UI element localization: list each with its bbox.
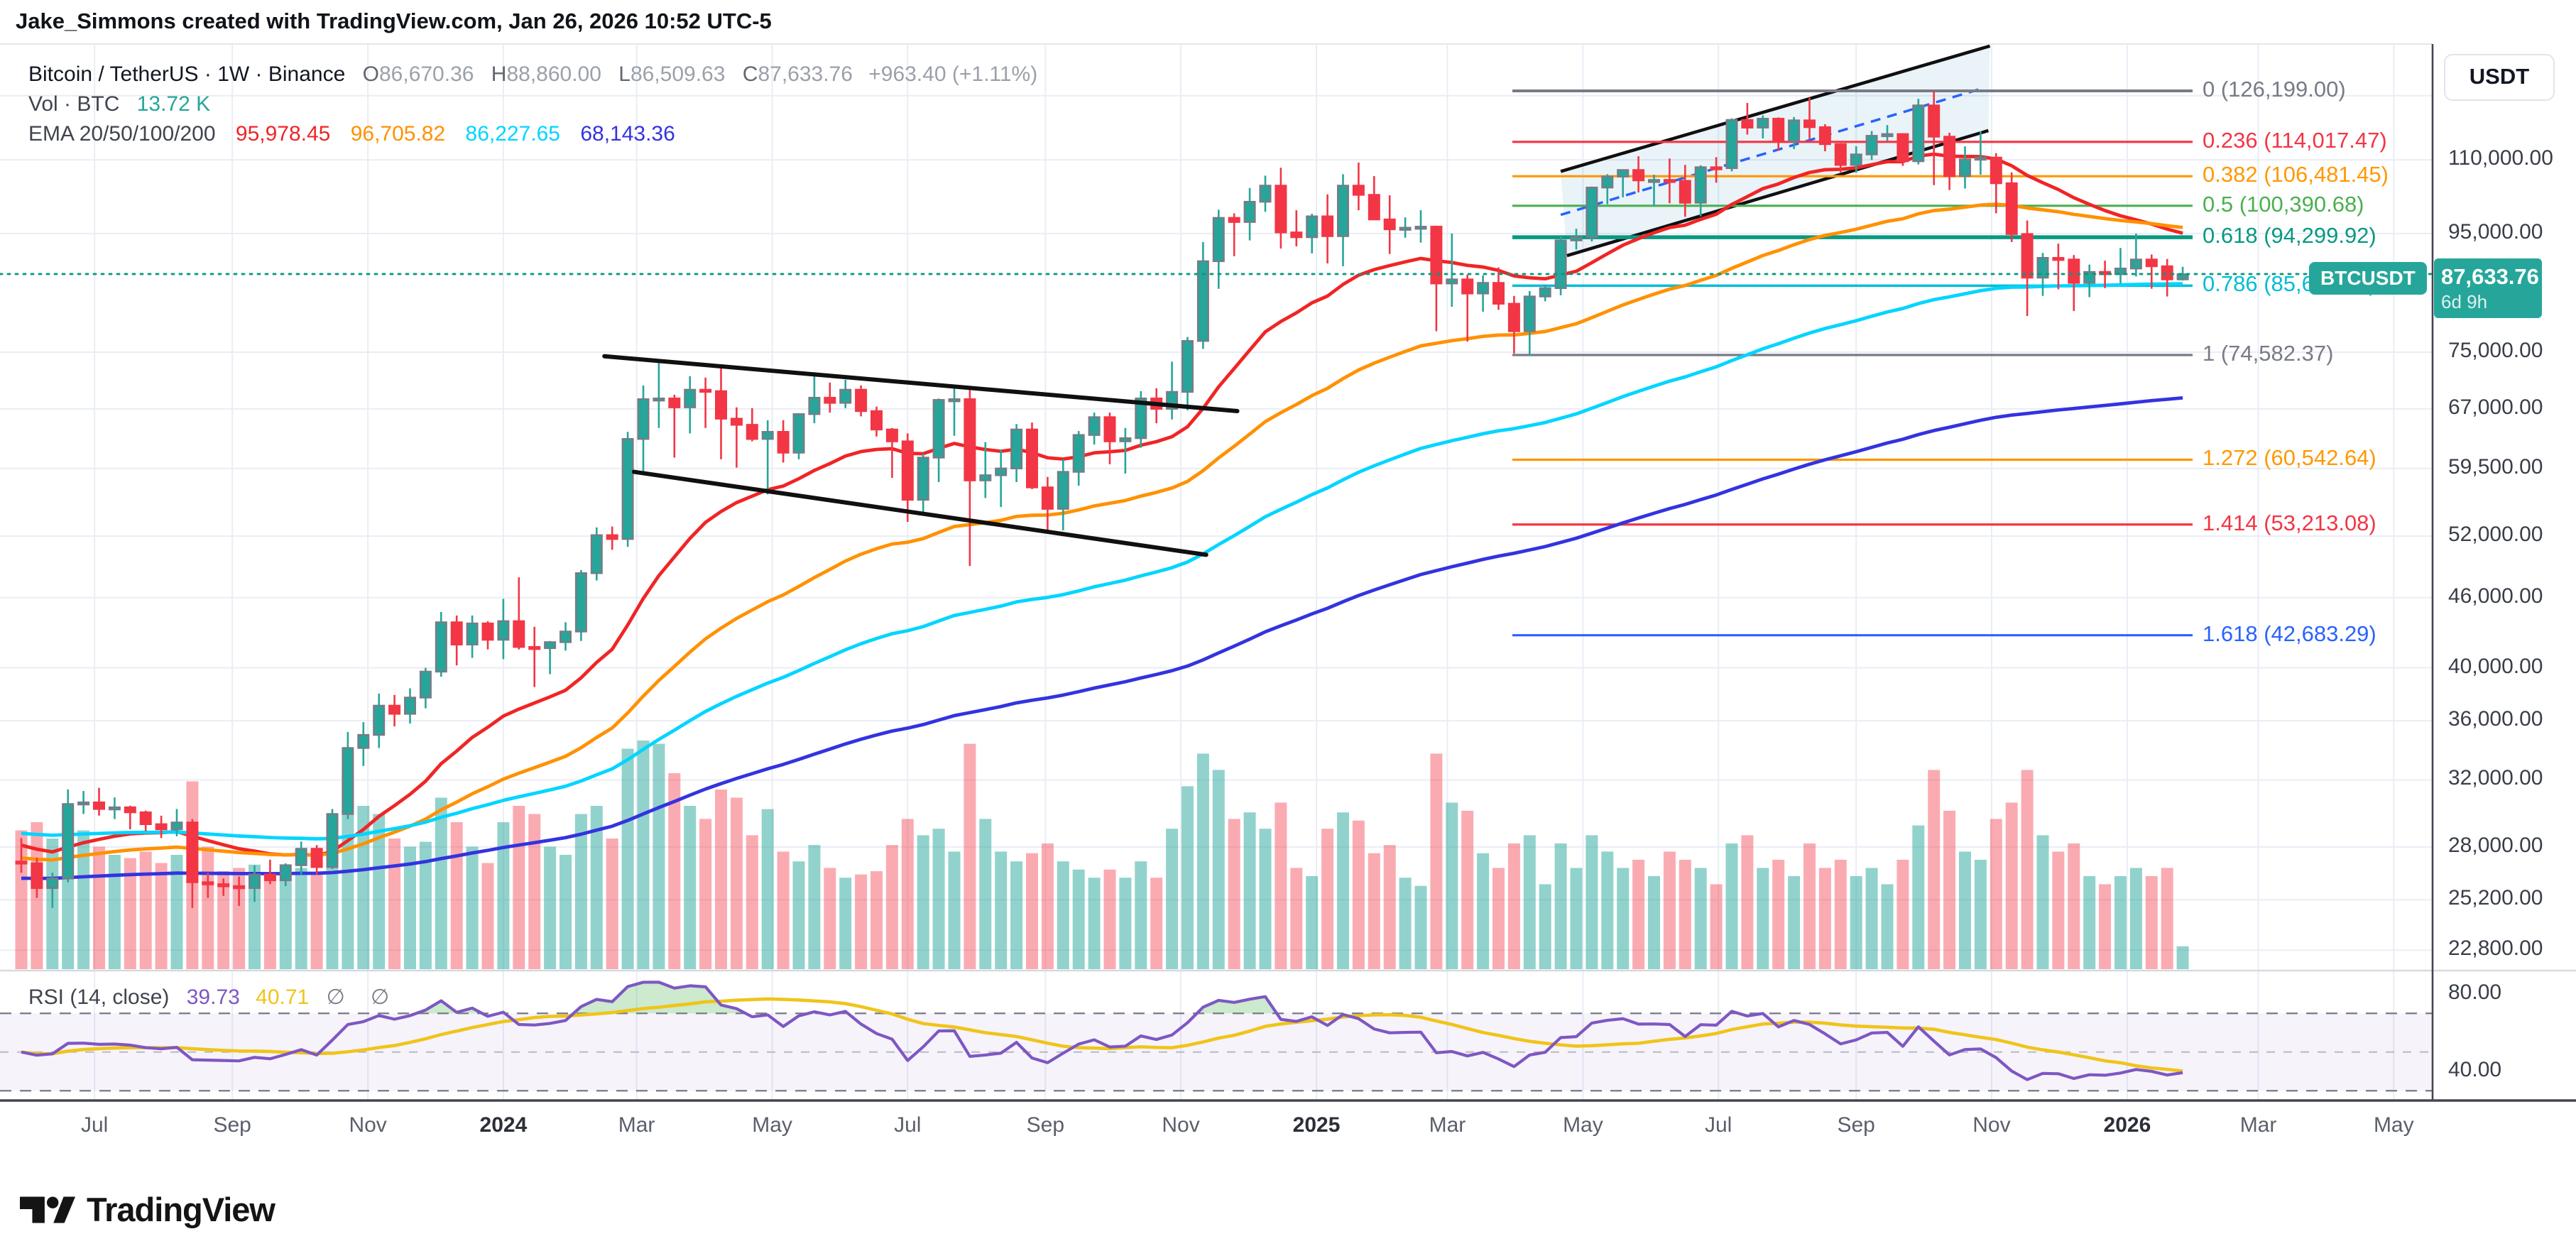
open-label: O xyxy=(362,62,379,86)
rsi-legend-row[interactable]: RSI (14, close) 39.73 40.71 ∅ ∅ xyxy=(28,983,399,1012)
attribution-header: Jake_Simmons created with TradingView.co… xyxy=(16,9,772,33)
rsi-ma-value: 40.71 xyxy=(256,985,310,1009)
price-axis-tick: 59,500.00 xyxy=(2448,454,2543,479)
fib-level-label: 0.236 (114,017.47) xyxy=(2203,127,2387,153)
time-axis-label: Sep xyxy=(1026,1113,1065,1137)
volume-value: 13.72 K xyxy=(136,92,211,116)
time-axis-label: Sep xyxy=(213,1113,251,1137)
price-axis-tick: 46,000.00 xyxy=(2448,584,2543,608)
rsi-axis-tick: 40.00 xyxy=(2448,1058,2502,1081)
time-axis-label: Mar xyxy=(2239,1113,2277,1137)
time-axis-label: Nov xyxy=(1972,1113,2011,1137)
fib-level-label: 0 (126,199.00) xyxy=(2203,77,2346,102)
time-axis-label: May xyxy=(752,1113,792,1137)
fib-level-label: 0.5 (100,390.68) xyxy=(2203,191,2364,217)
price-axis-tick: 22,800.00 xyxy=(2448,936,2543,961)
time-axis-label: Mar xyxy=(1429,1113,1466,1137)
fib-level-label: 1.272 (60,542.64) xyxy=(2203,445,2376,471)
bar-countdown: 6d 9h xyxy=(2441,291,2488,312)
time-axis-label: Nov xyxy=(1162,1113,1200,1137)
price-axis-tick: 36,000.00 xyxy=(2448,707,2543,731)
ema100-value: 86,227.65 xyxy=(465,122,560,146)
price-axis-tick: 110,000.00 xyxy=(2448,146,2553,170)
time-axis-label: Jul xyxy=(1704,1113,1732,1137)
ema20-value: 95,978.45 xyxy=(235,122,331,146)
price-axis-tick: 95,000.00 xyxy=(2448,219,2543,244)
time-axis-label: 2026 xyxy=(2103,1113,2151,1137)
last-price-badge: 87,633.76 6d 9h xyxy=(2434,258,2542,318)
time-axis-label: 2025 xyxy=(1292,1113,1341,1137)
time-axis-label: Sep xyxy=(1837,1113,1875,1137)
rsi-label: RSI (14, close) xyxy=(28,985,170,1009)
tradingview-logo-icon xyxy=(20,1196,75,1223)
price-axis-tick: 75,000.00 xyxy=(2448,339,2543,363)
last-price-value: 87,633.76 xyxy=(2441,264,2539,289)
price-axis-tick: 25,200.00 xyxy=(2448,886,2543,910)
price-axis-tick: 40,000.00 xyxy=(2448,654,2543,678)
currency-unit-button[interactable]: USDT xyxy=(2444,54,2555,101)
fib-level-label: 0.618 (94,299.92) xyxy=(2203,223,2376,249)
price-axis-tick: 32,000.00 xyxy=(2448,766,2543,790)
time-axis-label: Jul xyxy=(894,1113,922,1137)
ema50-value: 96,705.82 xyxy=(350,122,446,146)
symbol-legend-row[interactable]: Bitcoin / TetherUS · 1W · Binance O86,67… xyxy=(28,60,1037,89)
ema200-value: 68,143.36 xyxy=(580,122,675,146)
symbol-price-tag: BTCUSDT xyxy=(2309,262,2427,295)
tradingview-footer[interactable]: TradingView xyxy=(20,1190,275,1229)
low-value: 86,509.63 xyxy=(630,62,726,86)
fib-level-label: 1.414 (53,213.08) xyxy=(2203,510,2376,535)
rsi-empty-icons: ∅ ∅ xyxy=(326,985,400,1009)
fib-level-label: 1 (74,582.37) xyxy=(2203,340,2334,366)
time-axis-label: May xyxy=(2373,1113,2414,1137)
rsi-value: 39.73 xyxy=(186,985,240,1009)
open-value: 86,670.36 xyxy=(378,62,474,86)
time-axis-label: 2024 xyxy=(479,1113,528,1137)
fib-level-label: 1.618 (42,683.29) xyxy=(2203,621,2376,646)
change-value: +963.40 (+1.11%) xyxy=(868,62,1038,86)
tradingview-wordmark: TradingView xyxy=(87,1191,275,1228)
chart-legend: Bitcoin / TetherUS · 1W · Binance O86,67… xyxy=(28,60,1037,149)
price-axis-tick: 67,000.00 xyxy=(2448,395,2543,419)
time-axis-label: Mar xyxy=(618,1113,655,1137)
time-axis-label: Nov xyxy=(349,1113,387,1137)
close-label: C xyxy=(742,62,758,86)
low-label: L xyxy=(618,62,631,86)
price-axis-tick: 28,000.00 xyxy=(2448,833,2543,857)
rsi-axis-tick: 80.00 xyxy=(2448,981,2502,1004)
close-value: 87,633.76 xyxy=(758,62,853,86)
ema-legend-row[interactable]: EMA 20/50/100/200 95,978.45 96,705.82 86… xyxy=(28,119,1037,149)
ema-label: EMA 20/50/100/200 xyxy=(28,122,216,146)
symbol-title: Bitcoin / TetherUS · 1W · Binance xyxy=(28,62,346,86)
high-label: H xyxy=(491,62,507,86)
volume-legend-row[interactable]: Vol · BTC 13.72 K xyxy=(28,89,1037,119)
time-axis-label: Jul xyxy=(80,1113,109,1137)
fib-level-label: 0.382 (106,481.45) xyxy=(2203,162,2389,187)
price-axis-tick: 52,000.00 xyxy=(2448,523,2543,547)
volume-label: Vol · BTC xyxy=(28,92,120,116)
high-value: 88,860.00 xyxy=(506,62,601,86)
time-axis-label: May xyxy=(1563,1113,1603,1137)
